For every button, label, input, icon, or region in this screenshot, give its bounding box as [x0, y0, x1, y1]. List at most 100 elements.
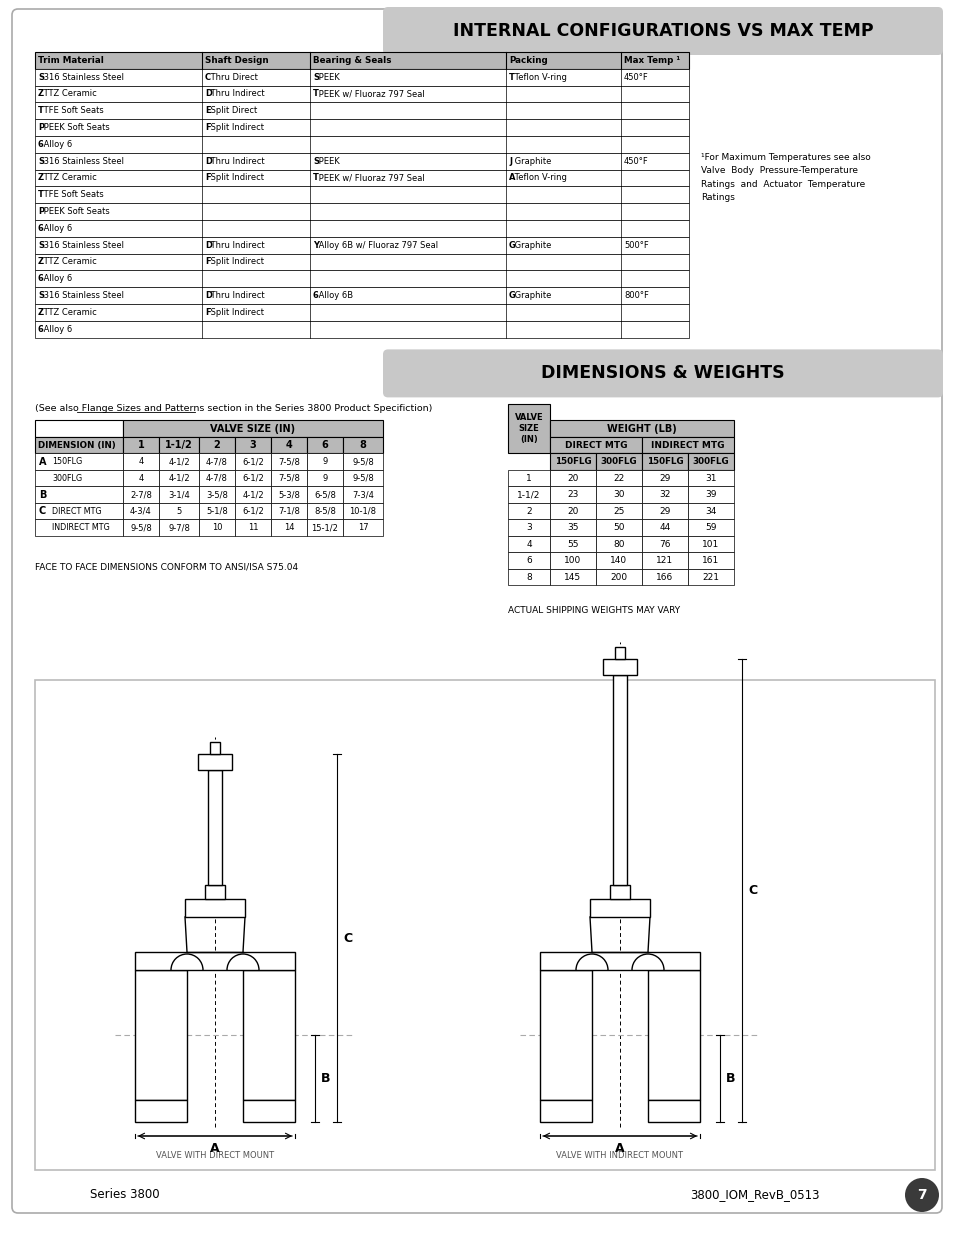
Text: 200: 200 [610, 573, 627, 582]
Bar [271, 469, 307, 487]
Text: Shaft Design: Shaft Design [205, 56, 269, 65]
Text: T: T [38, 106, 44, 115]
Text: G: G [509, 241, 516, 249]
Text: 316 Stainless Steel: 316 Stainless Steel [41, 291, 124, 300]
Text: 9-7/8: 9-7/8 [168, 524, 190, 532]
Bar [135, 952, 294, 969]
Text: 6: 6 [38, 224, 44, 233]
Text: Graphite: Graphite [512, 241, 551, 249]
Bar [550, 420, 733, 437]
Text: 59: 59 [704, 524, 716, 532]
Text: 7-3/4: 7-3/4 [352, 490, 374, 499]
Text: B: B [39, 489, 47, 500]
Text: 35: 35 [567, 524, 578, 532]
Text: Graphite: Graphite [512, 291, 551, 300]
Text: PEEK: PEEK [315, 157, 339, 165]
Text: Thru Indirect: Thru Indirect [208, 241, 265, 249]
Bar [35, 487, 123, 503]
Text: 4: 4 [285, 440, 292, 450]
Text: TTZ Ceramic: TTZ Ceramic [41, 173, 97, 183]
Text: 4: 4 [138, 457, 144, 466]
Text: 4-7/8: 4-7/8 [206, 474, 228, 483]
Text: 20: 20 [567, 506, 578, 516]
Bar [687, 453, 733, 469]
FancyBboxPatch shape [382, 7, 942, 56]
Bar [234, 437, 271, 453]
Text: Teflon V-ring: Teflon V-ring [512, 73, 566, 82]
Text: T: T [38, 190, 44, 199]
Text: 500°F: 500°F [623, 241, 648, 249]
Bar [596, 569, 641, 585]
Text: Ratings  and  Actuator  Temperature: Ratings and Actuator Temperature [700, 180, 864, 189]
Bar [550, 536, 596, 552]
Bar [307, 487, 343, 503]
Text: 9-5/8: 9-5/8 [352, 457, 374, 466]
Text: 6: 6 [38, 140, 44, 149]
Text: 29: 29 [659, 506, 670, 516]
Text: F: F [205, 124, 211, 132]
Bar [123, 420, 382, 437]
Bar [35, 120, 688, 136]
Bar [35, 237, 688, 253]
Bar [199, 469, 234, 487]
Bar [550, 437, 641, 453]
Text: 4: 4 [526, 540, 531, 548]
Text: 9-5/8: 9-5/8 [352, 474, 374, 483]
Text: C: C [39, 506, 46, 516]
Text: 22: 22 [613, 474, 624, 483]
Bar [641, 552, 687, 569]
Bar [35, 52, 688, 69]
Bar [185, 899, 245, 918]
Bar [35, 453, 123, 469]
Text: 1-1/2: 1-1/2 [165, 440, 193, 450]
Bar [343, 487, 382, 503]
Bar [596, 503, 641, 520]
Text: 3: 3 [250, 440, 256, 450]
Text: Split Indirect: Split Indirect [208, 124, 264, 132]
Text: C: C [343, 931, 352, 945]
FancyBboxPatch shape [12, 9, 941, 1213]
Text: Valve  Body  Pressure-Temperature: Valve Body Pressure-Temperature [700, 167, 857, 175]
Text: PEEK: PEEK [315, 73, 339, 82]
Bar [123, 487, 159, 503]
Text: 3-5/8: 3-5/8 [206, 490, 228, 499]
Text: 3-1/4: 3-1/4 [168, 490, 190, 499]
Text: Alloy 6: Alloy 6 [41, 224, 72, 233]
Text: INDIRECT MTG: INDIRECT MTG [651, 441, 724, 450]
Bar [596, 536, 641, 552]
Bar [35, 103, 688, 120]
Text: 300FLG: 300FLG [600, 457, 637, 466]
Text: 145: 145 [564, 573, 581, 582]
Bar [234, 453, 271, 469]
Bar [35, 85, 688, 103]
Bar [35, 503, 123, 520]
Text: 2-7/8: 2-7/8 [130, 490, 152, 499]
Bar [234, 487, 271, 503]
Text: 5-3/8: 5-3/8 [277, 490, 299, 499]
Bar [307, 453, 343, 469]
Text: Series 3800: Series 3800 [90, 1188, 159, 1202]
Text: 8-5/8: 8-5/8 [314, 506, 335, 516]
Text: Z: Z [38, 258, 44, 267]
Text: A: A [210, 1142, 219, 1155]
Text: 300FLG: 300FLG [692, 457, 728, 466]
Bar [35, 420, 123, 437]
Text: A: A [615, 1142, 624, 1155]
Bar [35, 220, 688, 237]
Text: S: S [38, 73, 44, 82]
Bar [615, 647, 624, 659]
Text: 1-1/2: 1-1/2 [517, 490, 540, 499]
Text: 316 Stainless Steel: 316 Stainless Steel [41, 73, 124, 82]
Text: DIRECT MTG: DIRECT MTG [564, 441, 626, 450]
Text: 34: 34 [704, 506, 716, 516]
Text: S: S [38, 291, 44, 300]
Text: 4-7/8: 4-7/8 [206, 457, 228, 466]
Text: 15-1/2: 15-1/2 [312, 524, 338, 532]
Text: 150FLG: 150FLG [52, 457, 82, 466]
Text: 6: 6 [321, 440, 328, 450]
Bar [687, 569, 733, 585]
Bar [687, 552, 733, 569]
Bar [159, 503, 199, 520]
Text: ¹For Maximum Temperatures see also: ¹For Maximum Temperatures see also [700, 153, 870, 162]
Text: 6-1/2: 6-1/2 [242, 474, 264, 483]
